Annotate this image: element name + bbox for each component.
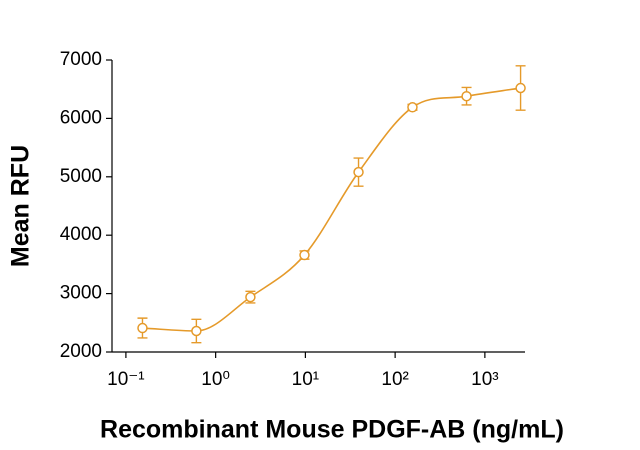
y-tick-label: 3000 xyxy=(60,283,102,304)
x-axis-title: Recombinant Mouse PDGF-AB (ng/mL) xyxy=(100,416,564,444)
x-tick-label: 10⁰ xyxy=(201,369,230,390)
data-point xyxy=(407,102,418,113)
data-point xyxy=(299,249,310,261)
y-tick-label: 2000 xyxy=(60,341,102,362)
y-tick-label: 5000 xyxy=(60,166,102,187)
data-point xyxy=(353,166,364,178)
x-tick-label: 10² xyxy=(381,369,408,390)
x-tick-label: 10³ xyxy=(471,369,498,390)
data-point xyxy=(191,325,202,337)
y-tick-label: 7000 xyxy=(60,49,102,70)
data-point xyxy=(461,90,472,102)
data-point xyxy=(515,82,526,94)
data-point xyxy=(137,322,148,334)
fit-curve xyxy=(142,87,521,332)
data-point xyxy=(245,291,256,303)
x-tick-label: 10⁻¹ xyxy=(107,369,145,390)
x-tick-label: 10¹ xyxy=(292,369,319,390)
y-axis-title: Mean RFU xyxy=(7,145,35,267)
y-tick-label: 4000 xyxy=(60,224,102,245)
y-tick-label: 6000 xyxy=(60,107,102,128)
